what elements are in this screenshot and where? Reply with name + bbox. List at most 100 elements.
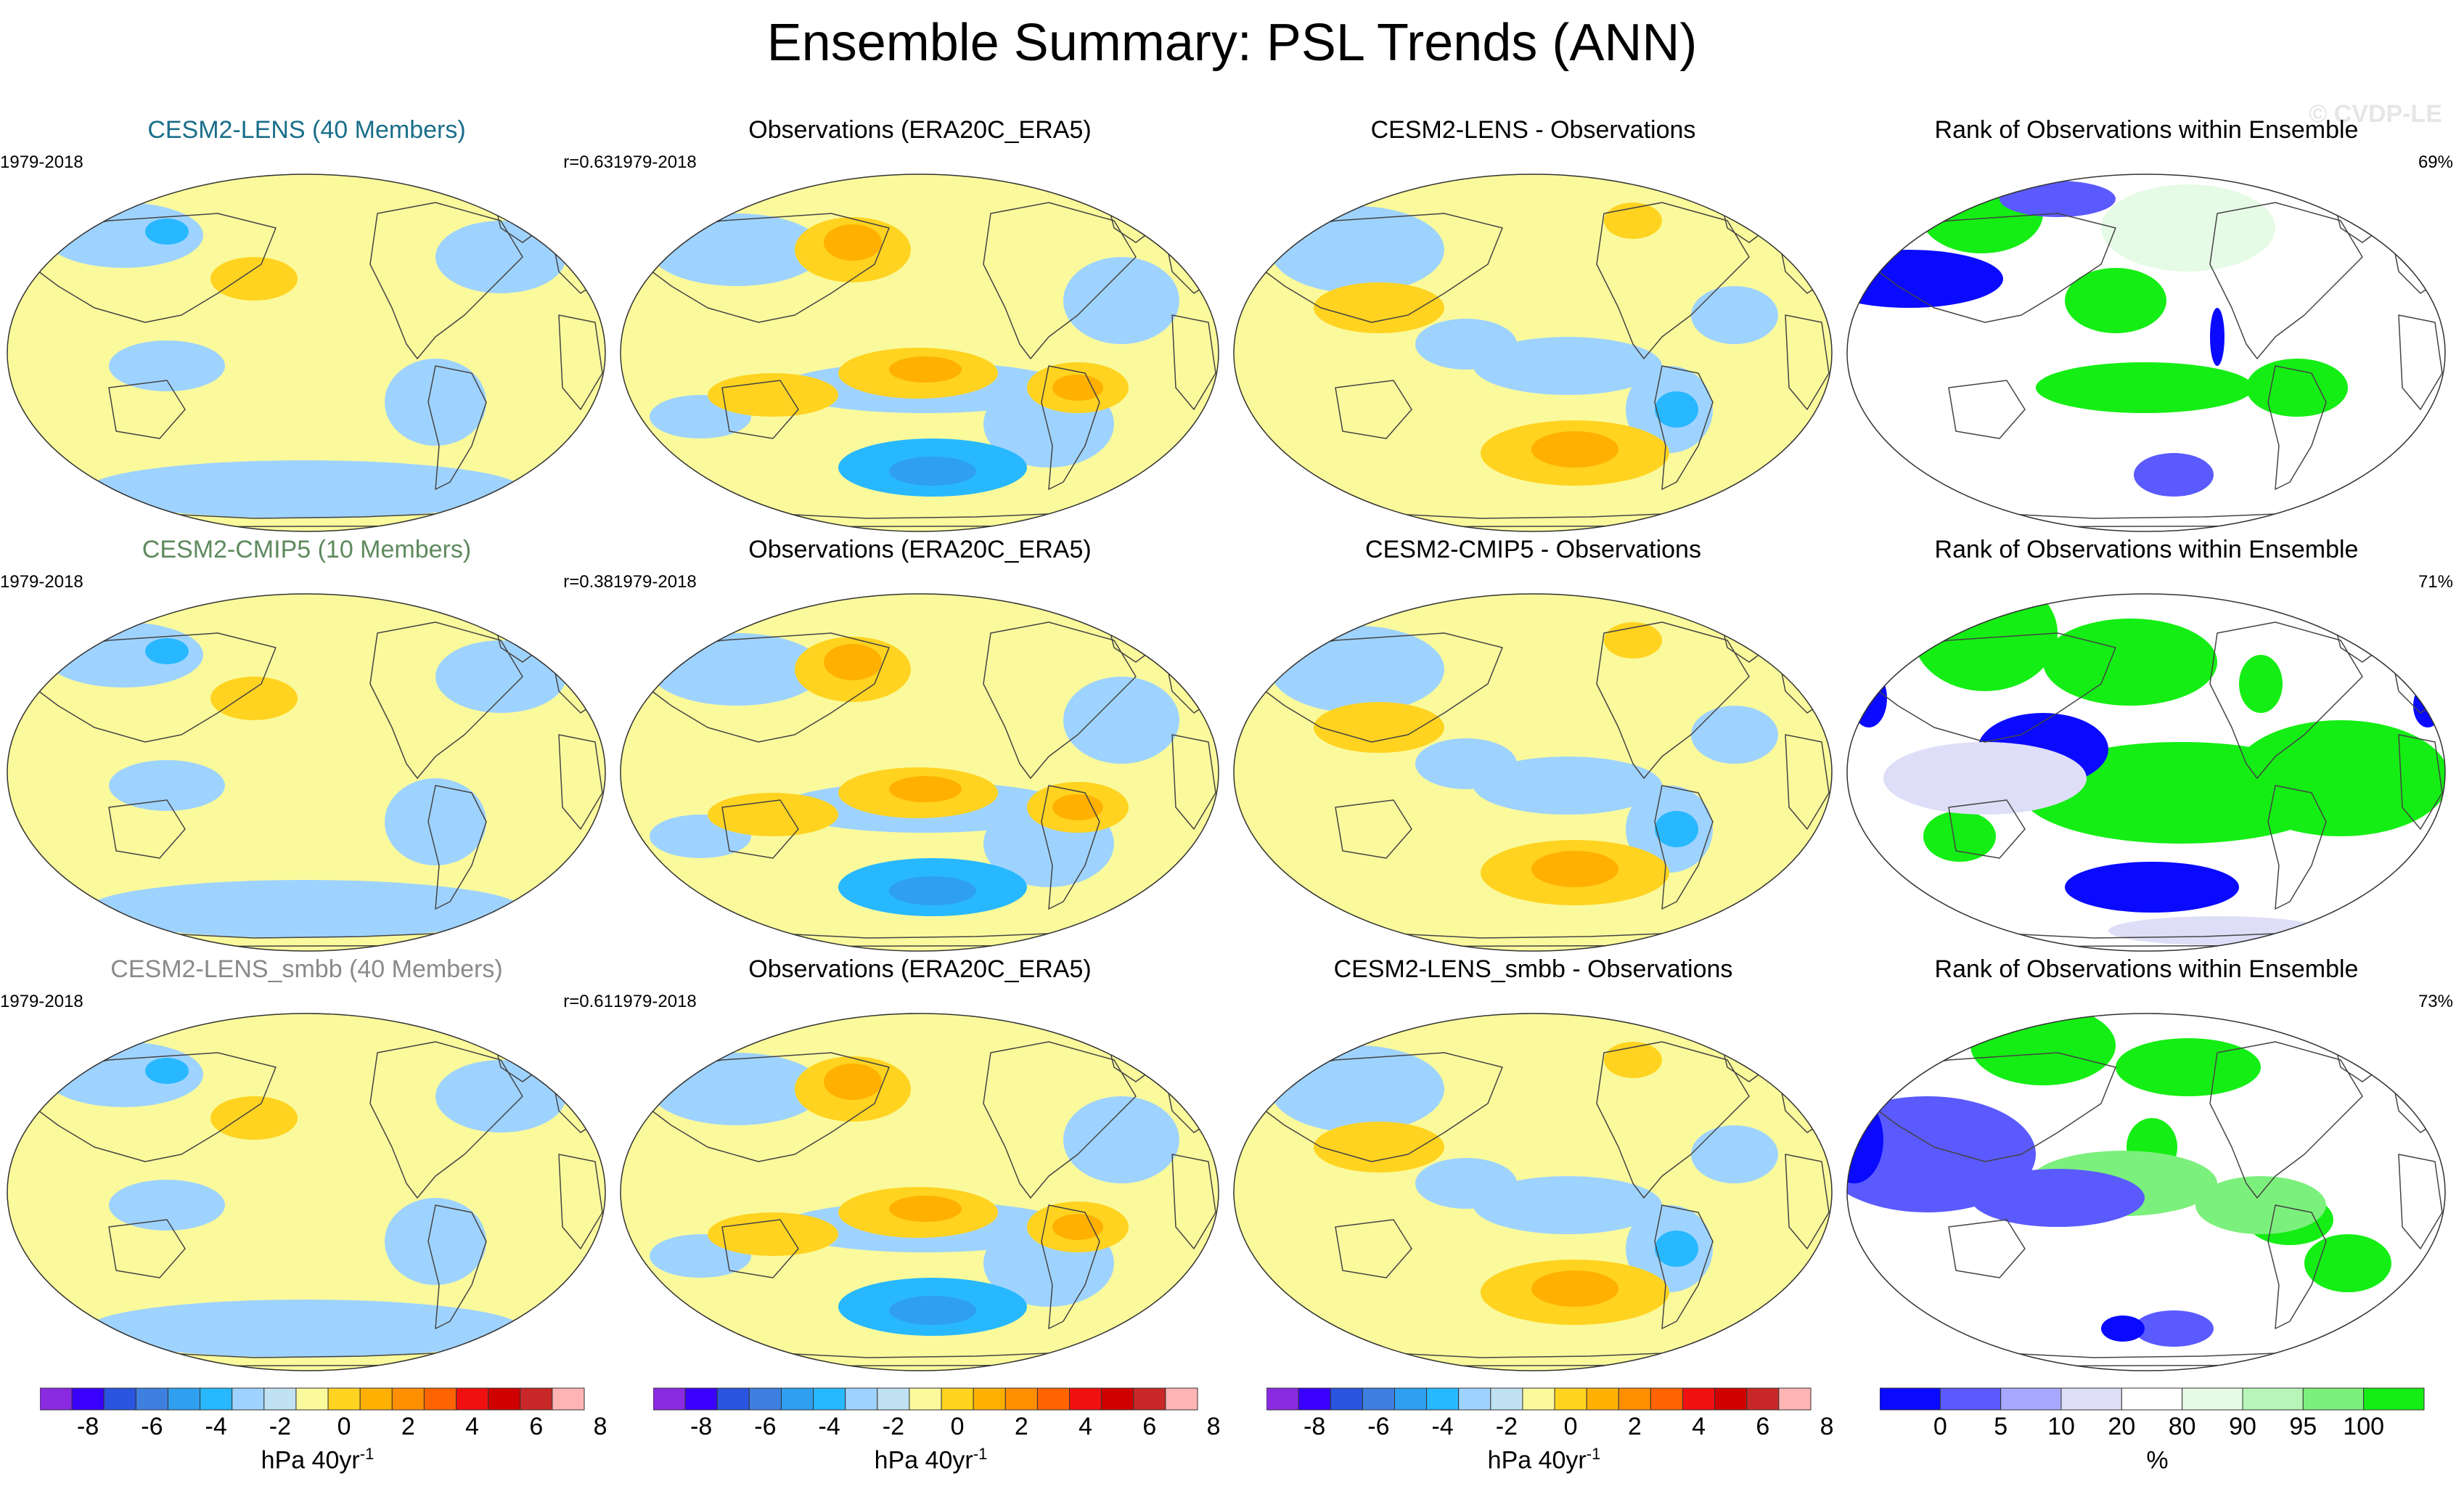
colorbar-unit-label: hPa 40yr-1 bbox=[1266, 1445, 1822, 1474]
map-shading-region bbox=[2036, 362, 2254, 413]
colorbar-swatch bbox=[1650, 1387, 1684, 1411]
map-shading-region bbox=[889, 1296, 976, 1325]
colorbar-swatch bbox=[845, 1387, 878, 1411]
colorbar-tick-label: 100 bbox=[2343, 1413, 2385, 1440]
coastline bbox=[1948, 380, 2026, 439]
coastline bbox=[1785, 314, 1830, 410]
map-shading-region bbox=[2116, 1038, 2261, 1096]
map-border bbox=[1233, 593, 1833, 952]
colorbar-tick-label: 80 bbox=[2168, 1413, 2196, 1440]
map-shading-region bbox=[87, 880, 523, 938]
colorbar-tick-label: 8 bbox=[593, 1413, 607, 1440]
panel-title: Observations (ERA20C_ERA5) bbox=[748, 536, 1092, 563]
coastline bbox=[721, 380, 799, 439]
colorbar-tick-label: 2 bbox=[1627, 1413, 1642, 1440]
colorbar-swatch bbox=[40, 1387, 73, 1411]
map-panel: Rank of Observations within Ensemble 71% bbox=[1840, 536, 2453, 955]
coastline bbox=[369, 1041, 523, 1199]
map-shading-region bbox=[1883, 742, 2087, 815]
colorbar-swatch bbox=[2121, 1387, 2183, 1411]
colorbar-swatch bbox=[780, 1387, 814, 1411]
map-panel: Observations (ERA20C_ERA5) 1979-2018 bbox=[613, 955, 1227, 1375]
colorbar-swatch bbox=[1069, 1387, 1102, 1411]
map-shading-region bbox=[1531, 851, 1618, 887]
map-shading-region bbox=[708, 1212, 838, 1256]
coastline bbox=[108, 380, 186, 439]
map-border bbox=[1846, 174, 2446, 532]
map-shading-region bbox=[1604, 203, 1662, 239]
coastline bbox=[1171, 314, 1216, 410]
trend-map bbox=[620, 174, 1219, 532]
colorbar-unit-label: hPa 40yr-1 bbox=[653, 1445, 1208, 1474]
map-border bbox=[1846, 593, 2446, 952]
coastline bbox=[1255, 213, 1503, 323]
map-shading-region bbox=[708, 793, 838, 836]
coastline bbox=[642, 632, 890, 743]
panel-period: 1979-2018 bbox=[0, 572, 83, 592]
colorbar-tick-label: 6 bbox=[1756, 1413, 1770, 1440]
colorbar-swatch bbox=[813, 1387, 846, 1411]
colorbar-ticks: -8 -6 -4 -2 0 2 4 6 8 bbox=[653, 1413, 1220, 1442]
colorbar-swatch bbox=[263, 1387, 297, 1411]
map-shading-region bbox=[2232, 720, 2445, 836]
colorbar-tick-label: -2 bbox=[1495, 1413, 1518, 1440]
coastline bbox=[1868, 1052, 2116, 1162]
coastline bbox=[1654, 1204, 1714, 1329]
trend-colorbar: -8 -6 -4 -2 0 2 4 6 8 hPa 40yr-1 bbox=[1266, 1387, 1834, 1474]
colorbar-tick-label: 5 bbox=[1994, 1413, 2008, 1440]
colorbar-tick-label: -2 bbox=[882, 1413, 904, 1440]
map-shading-region bbox=[1052, 1214, 1103, 1240]
panel-stat: 69% bbox=[2418, 152, 2453, 172]
colorbar-tick-label: -6 bbox=[754, 1413, 777, 1440]
colorbar-swatch bbox=[1618, 1387, 1651, 1411]
colorbar-swatch bbox=[684, 1387, 718, 1411]
colorbar-swatch bbox=[1133, 1387, 1166, 1411]
colorbar-swatch bbox=[1362, 1387, 1395, 1411]
rank-map bbox=[1846, 174, 2446, 532]
colorbar-unit-text: % bbox=[2146, 1446, 2169, 1474]
colorbar-swatch bbox=[1554, 1387, 1587, 1411]
coastline bbox=[1041, 1204, 1100, 1329]
map-shading-region bbox=[2413, 684, 2442, 727]
map-shading-region bbox=[2246, 359, 2348, 417]
map-shading-region bbox=[1847, 235, 1863, 279]
coastline bbox=[983, 1041, 1137, 1199]
map-shading-region bbox=[2210, 308, 2224, 366]
map-shading-region bbox=[2134, 1310, 2214, 1347]
coastline bbox=[1654, 365, 1714, 490]
map-shading-region bbox=[1604, 1042, 1662, 1078]
coastline bbox=[1041, 365, 1100, 490]
colorbar-tick-label: -2 bbox=[269, 1413, 291, 1440]
colorbar-swatch bbox=[1165, 1387, 1198, 1411]
colorbar-unit-exponent: -1 bbox=[1586, 1445, 1601, 1463]
colorbar-swatch bbox=[653, 1387, 686, 1411]
colorbar-swatch bbox=[1298, 1387, 1331, 1411]
trend-map bbox=[1233, 174, 1833, 532]
colorbar-tick-label: 10 bbox=[2047, 1413, 2075, 1440]
map-shading-region bbox=[385, 359, 486, 446]
rank-map bbox=[1846, 593, 2446, 952]
colorbar-swatch bbox=[232, 1387, 265, 1411]
map-border bbox=[7, 174, 606, 532]
map-shading-region bbox=[2423, 235, 2445, 279]
coastline bbox=[2267, 1204, 2327, 1329]
coastline bbox=[1171, 734, 1216, 830]
map-shading-region bbox=[109, 1180, 225, 1231]
map-shading-region bbox=[1063, 1096, 1179, 1183]
colorbar-swatch bbox=[2000, 1387, 2062, 1411]
colorbar-tick-label: -8 bbox=[77, 1413, 99, 1440]
colorbar-swatch bbox=[552, 1387, 585, 1411]
colorbar-tick-label: -4 bbox=[818, 1413, 840, 1440]
coastline bbox=[108, 1219, 186, 1278]
map-shading-region bbox=[1063, 677, 1179, 764]
map-shading-region bbox=[145, 638, 189, 664]
map-shading-region bbox=[210, 257, 298, 301]
coastline bbox=[1255, 1052, 1503, 1162]
map-shading-region bbox=[87, 1300, 523, 1358]
coastline bbox=[1948, 1219, 2026, 1278]
coastline bbox=[1868, 213, 2116, 323]
colorbar-swatch bbox=[909, 1387, 942, 1411]
trend-map bbox=[7, 1013, 606, 1371]
map-panel: CESM2-LENS_smbb (40 Members) 1979-2018 r=0… bbox=[0, 955, 613, 1375]
colorbar-swatch bbox=[1004, 1387, 1038, 1411]
